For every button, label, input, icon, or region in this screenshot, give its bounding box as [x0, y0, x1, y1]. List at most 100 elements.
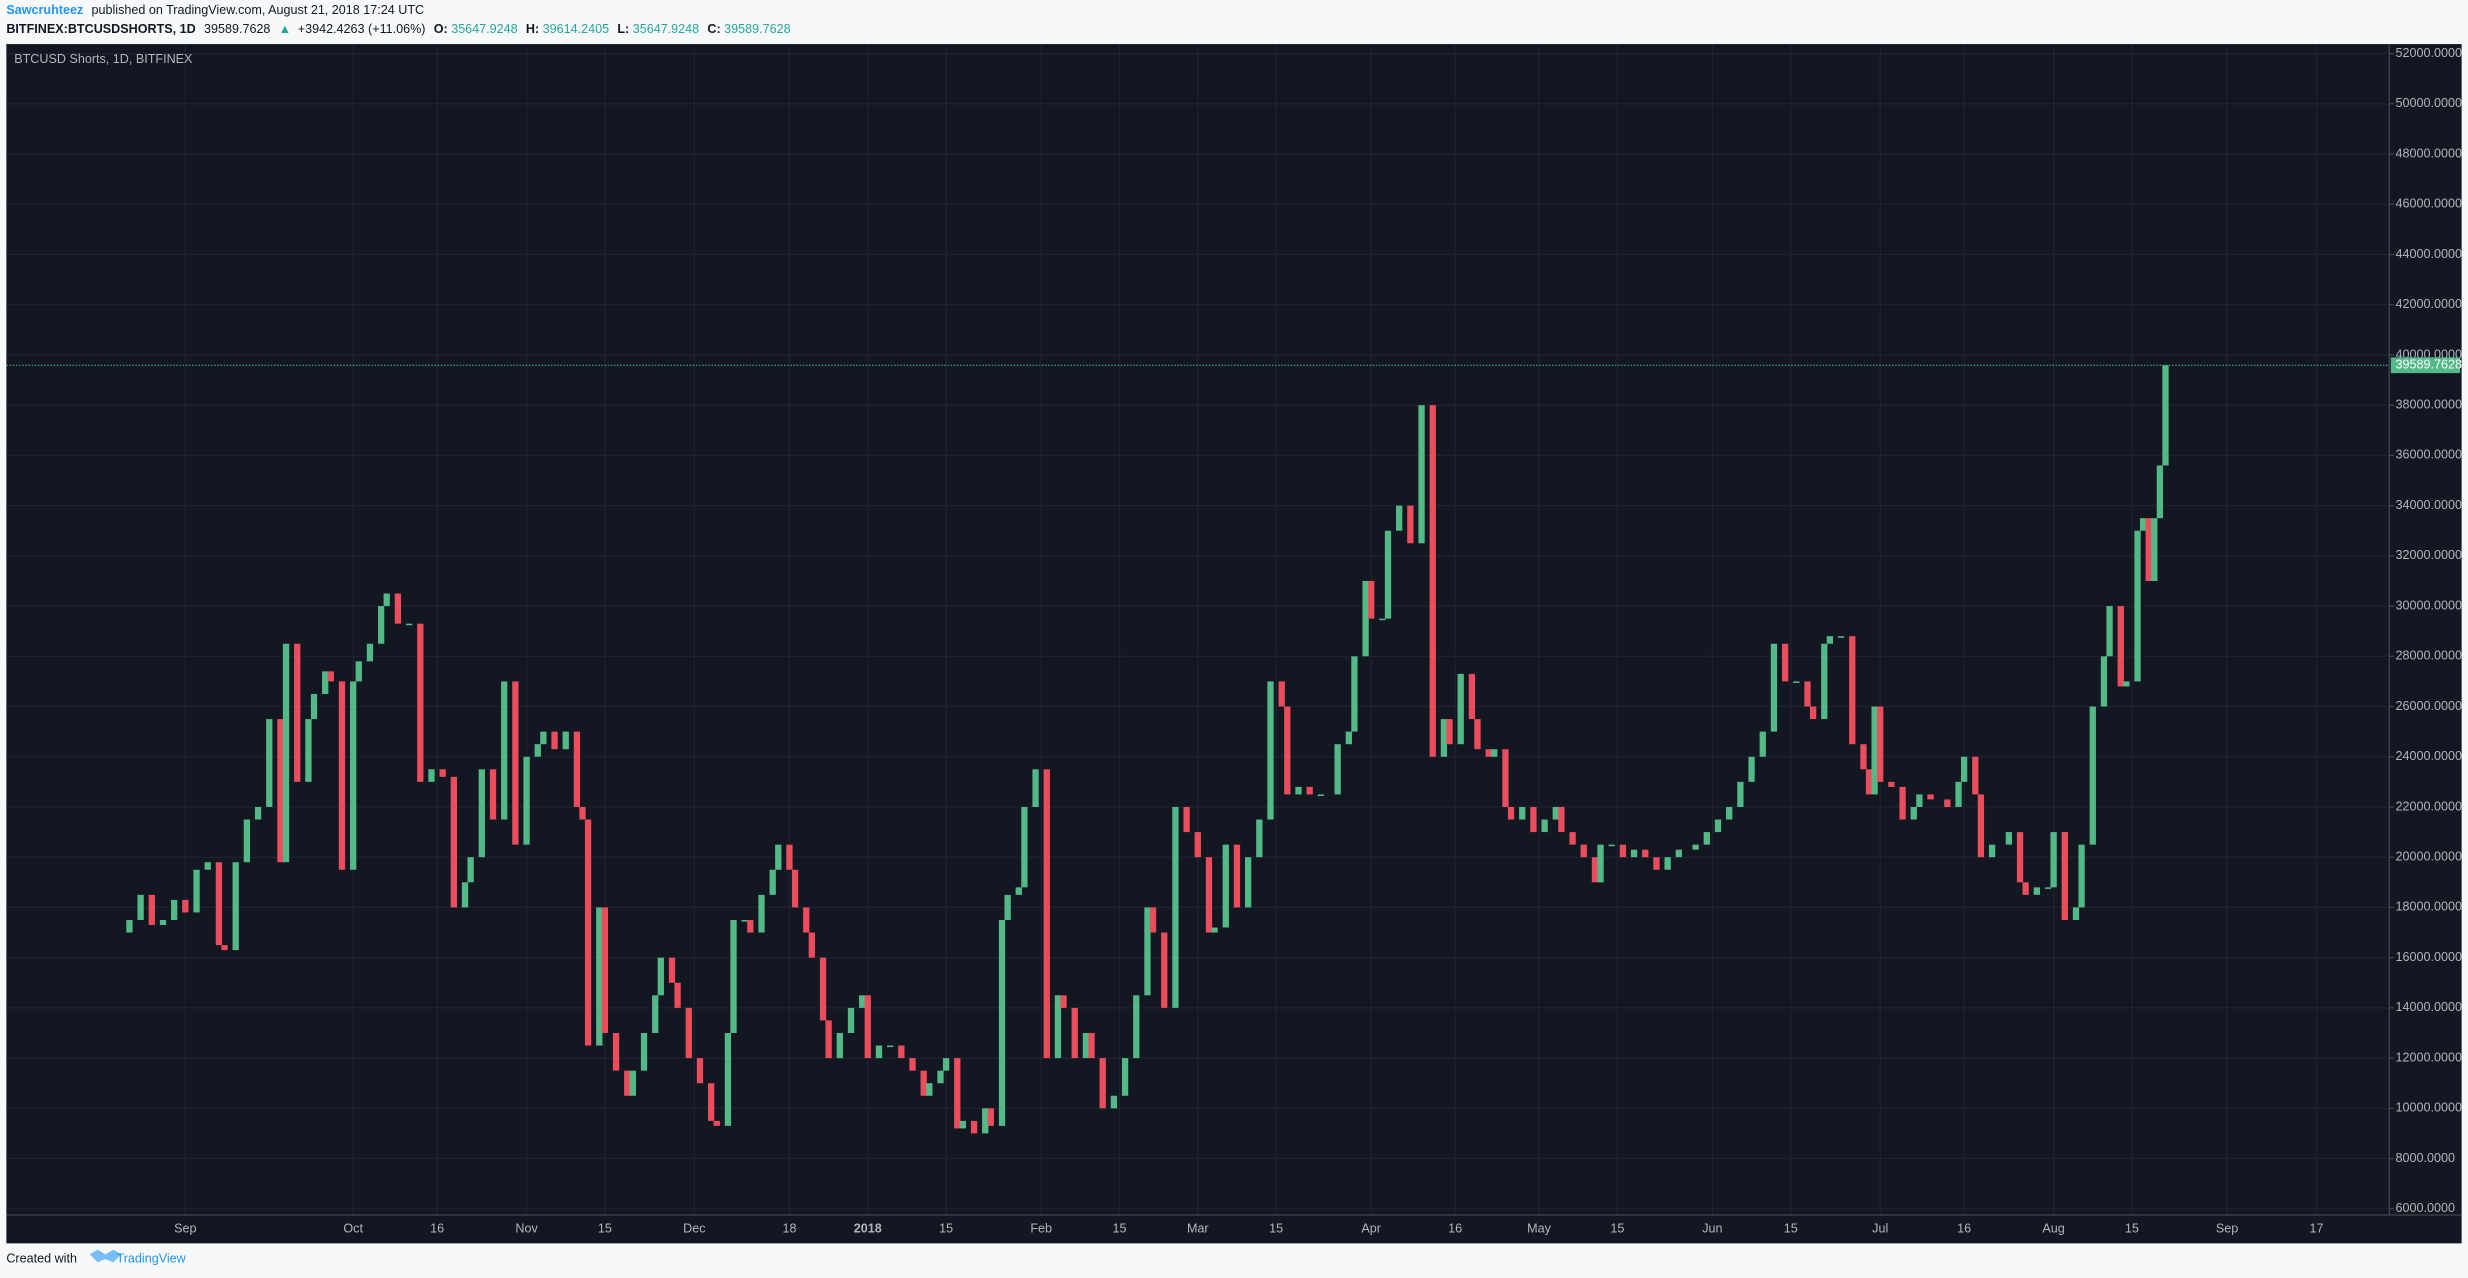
brand[interactable]: TradingView	[117, 1251, 187, 1265]
candle-body	[1664, 857, 1671, 870]
candle-body	[1608, 844, 1615, 847]
candle-body	[612, 1032, 620, 1071]
x-tick-label: Mar	[1187, 1222, 1209, 1236]
candle-body	[1530, 806, 1537, 833]
candle-body	[1295, 786, 1302, 795]
candle-body	[523, 756, 530, 845]
author[interactable]: Sawcruhteez	[6, 3, 83, 17]
candle-body	[1507, 806, 1515, 820]
x-tick-label: 17	[2310, 1222, 2324, 1236]
candle-body	[1468, 673, 1476, 720]
y-tick-label: 22000.0000	[2396, 799, 2462, 813]
candle-body	[243, 819, 251, 863]
candle-body	[305, 719, 312, 782]
candle-body	[1972, 756, 1979, 795]
candle-body	[624, 1070, 631, 1096]
candle-body	[1899, 786, 1906, 820]
c-label: C:	[707, 22, 720, 36]
candle-body	[1317, 794, 1325, 796]
x-tick-label: 15	[1112, 1222, 1126, 1236]
candle-body	[875, 1045, 883, 1059]
x-tick-label: May	[1527, 1222, 1551, 1236]
candle-body	[1099, 1058, 1106, 1109]
candle-body	[1362, 580, 1369, 657]
candle-body	[1927, 794, 1934, 800]
candle-body	[428, 769, 435, 782]
candle-body	[1194, 832, 1201, 858]
candle-body	[1552, 806, 1559, 820]
grid	[6, 44, 2390, 1216]
y-tick-label: 36000.0000	[2396, 448, 2462, 462]
candle-body	[1334, 744, 1341, 795]
candle-body	[1944, 799, 1951, 807]
candle-body	[713, 1120, 720, 1126]
candle-body	[1619, 844, 1627, 858]
candle-body	[674, 982, 681, 1008]
candle-body	[1793, 681, 1800, 683]
candle-body	[942, 1058, 950, 1071]
last-price-label: 39589.7628	[2396, 358, 2462, 372]
tradingview-logo	[89, 1249, 122, 1263]
h-label: H:	[526, 22, 539, 36]
candle-body	[1015, 887, 1022, 895]
candle-body	[1860, 744, 1867, 770]
candle-body	[461, 882, 469, 908]
candle-body	[1558, 806, 1565, 833]
y-tick-label: 32000.0000	[2396, 548, 2462, 562]
candle-body	[355, 661, 362, 682]
candle-body	[887, 1045, 894, 1048]
candle-body	[2033, 887, 2040, 895]
candle-body	[2162, 365, 2169, 466]
x-tick-label: Dec	[683, 1222, 705, 1236]
candle-body	[859, 995, 866, 1008]
o-value: 35647.9248	[451, 22, 517, 36]
candle-body	[1429, 405, 1436, 757]
candle-body	[540, 731, 547, 745]
candle-body	[1071, 1007, 1078, 1059]
y-tick-label: 48000.0000	[2396, 146, 2462, 160]
candle-body	[987, 1108, 994, 1126]
candle-body	[954, 1058, 961, 1129]
candle-body	[1910, 806, 1917, 820]
candle-body	[1737, 781, 1744, 807]
candle-body	[1849, 636, 1856, 745]
candle-body	[2022, 882, 2029, 895]
candle-body	[1211, 927, 1218, 933]
candle-body	[1351, 656, 1358, 732]
candle-body	[159, 919, 167, 926]
candle-body	[998, 919, 1006, 1126]
candle-body	[1368, 580, 1375, 619]
candle-body	[1916, 794, 1923, 807]
candle-body	[534, 744, 541, 757]
x-tick-label: 16	[1957, 1222, 1971, 1236]
x-tick-label: Feb	[1030, 1222, 1052, 1236]
candle-body	[836, 1032, 843, 1059]
candle-body	[1021, 806, 1028, 888]
candle-body	[1233, 844, 1241, 908]
candle-body	[1004, 894, 1011, 920]
y-tick-label: 24000.0000	[2396, 749, 2462, 763]
candle-body	[1726, 806, 1733, 820]
candle-body	[1446, 719, 1453, 745]
y-tick-label: 42000.0000	[2396, 297, 2462, 311]
change: +3942.4263 (+11.06%)	[298, 22, 426, 36]
x-tick-label: Sep	[2216, 1222, 2238, 1236]
x-tick-label: 16	[1448, 1222, 1462, 1236]
candle-body	[1205, 857, 1213, 933]
candle-body	[1988, 844, 1996, 858]
candle-body	[926, 1083, 933, 1096]
candle-body	[1110, 1095, 1118, 1109]
candle-body	[467, 857, 474, 883]
candle-body	[920, 1070, 927, 1096]
candle-body	[1865, 769, 1873, 795]
candle-body	[232, 862, 239, 951]
candle-body	[327, 671, 334, 682]
candle-body	[350, 681, 357, 870]
candle-body	[277, 719, 284, 863]
x-tick-label: 18	[782, 1222, 796, 1236]
candle-body	[1284, 706, 1291, 795]
candle-body	[322, 671, 329, 694]
candle-body	[310, 693, 318, 720]
candle-body	[959, 1120, 967, 1129]
